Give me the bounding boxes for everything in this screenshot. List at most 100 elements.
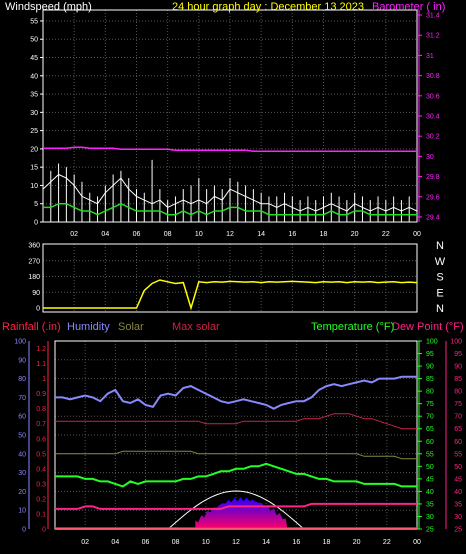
temperature-tick-label: 50 xyxy=(426,464,434,471)
dew-point-tick-label: 50 xyxy=(454,464,462,471)
windspeed-tick-label: 15 xyxy=(30,165,38,172)
rainfall-tick-label: 0.3 xyxy=(36,481,46,488)
time-tick-label: 08 xyxy=(164,231,172,238)
windspeed-tick-label: 20 xyxy=(30,146,38,153)
barometer-axis-title: Barometer ( in) xyxy=(372,1,445,13)
barometer-tick-label: 31 xyxy=(426,53,434,60)
dew-point-tick-label: 40 xyxy=(454,489,462,496)
max-solar-line xyxy=(55,413,417,430)
time-tick-label: 12 xyxy=(232,539,240,546)
temperature-tick-label: 55 xyxy=(426,451,434,458)
dew-point-tick-label: 90 xyxy=(454,364,462,371)
dew-point-tick-label: 45 xyxy=(454,476,462,483)
time-tick-label: 08 xyxy=(172,539,180,546)
windspeed-tick-label: 40 xyxy=(30,73,38,80)
time-tick-label: 00 xyxy=(413,231,421,238)
temperature-tick-label: 100 xyxy=(426,339,438,346)
average-wind-line xyxy=(43,202,417,216)
rainfall-tick-label: 0 xyxy=(42,527,46,534)
chart-title: 24 hour graph day : December 13 2023 xyxy=(172,1,364,13)
dew-point-tick-label: 85 xyxy=(454,376,462,383)
temperature-tick-label: 85 xyxy=(426,376,434,383)
time-tick-label: 16 xyxy=(288,231,296,238)
humidity-tick-label: 70 xyxy=(18,395,26,402)
barometer-line xyxy=(43,146,417,153)
panel3-humidity-axis: 0 10 20 30 40 50 60 70 80 90 100 xyxy=(14,339,30,534)
dew-point-line xyxy=(55,502,417,510)
dew-point-tick-label: 30 xyxy=(454,514,462,521)
barometer-tick-label: 30.6 xyxy=(426,93,440,100)
dew-point-tick-label: 65 xyxy=(454,426,462,433)
rainfall-tick-label: 0.6 xyxy=(36,436,46,443)
humidity-tick-label: 90 xyxy=(18,357,26,364)
temperature-tick-label: 25 xyxy=(426,527,434,534)
barometer-tick-label: 30.2 xyxy=(426,134,440,141)
time-tick-label: 06 xyxy=(133,231,141,238)
humidity-tick-label: 30 xyxy=(18,470,26,477)
time-tick-label: 10 xyxy=(195,231,203,238)
panel3-dew-axis: 25 30 35 40 45 50 55 60 65 70 75 80 85 90 95 100 xyxy=(445,339,462,534)
dew-point-tick-label: 100 xyxy=(450,339,462,346)
humidity-tick-label: 0 xyxy=(22,527,26,534)
humidity-tick-label: 100 xyxy=(14,339,26,346)
panel2-series xyxy=(43,279,418,311)
dew-point-tick-label: 25 xyxy=(454,527,462,534)
temperature-tick-label: 80 xyxy=(426,389,434,396)
humidity-tick-label: 20 xyxy=(18,489,26,496)
panel3-series xyxy=(55,375,417,529)
direction-tick-label: 180 xyxy=(28,274,40,281)
temperature-line xyxy=(55,462,417,488)
barometer-tick-label: 30 xyxy=(426,154,434,161)
rainfall-tick-label: 0.5 xyxy=(36,451,46,458)
rainfall-tick-label: 0.2 xyxy=(36,496,46,503)
time-tick-label: 10 xyxy=(202,539,210,546)
temperature-tick-label: 90 xyxy=(426,364,434,371)
time-tick-label: 20 xyxy=(351,231,359,238)
panel2-frame xyxy=(42,243,418,313)
compass-label: N xyxy=(436,240,444,252)
panel1-left-axis: 0 5 10 15 20 25 30 35 40 45 50 55 xyxy=(30,18,43,227)
rainfall-tick-label: 1.1 xyxy=(36,361,46,368)
windspeed-tick-label: 50 xyxy=(30,37,38,44)
barometer-tick-label: 30.8 xyxy=(426,73,440,80)
time-tick-label: 20 xyxy=(353,539,361,546)
time-tick-label: 00 xyxy=(413,539,421,546)
humidity-tick-label: 40 xyxy=(18,451,26,458)
time-tick-label: 16 xyxy=(292,539,300,546)
panel3-temperature-axis: 25 30 35 40 45 50 55 60 65 70 75 80 85 90 95 100 xyxy=(417,339,438,534)
panel2-grid xyxy=(43,244,417,312)
rainfall-tick-label: 0.7 xyxy=(36,421,46,428)
windspeed-line xyxy=(42,173,418,212)
theoretical-solar-curve xyxy=(167,490,305,530)
humidity-tick-label: 50 xyxy=(18,433,26,440)
time-tick-label: 14 xyxy=(262,539,270,546)
windspeed-tick-label: 25 xyxy=(30,128,38,135)
rainfall-tick-label: 1.2 xyxy=(36,346,46,353)
panel3-solar-fill xyxy=(167,490,305,530)
humidity-tick-label: 80 xyxy=(18,376,26,383)
windspeed-tick-label: 45 xyxy=(30,55,38,62)
windspeed-tick-label: 0 xyxy=(34,220,38,227)
temperature-tick-label: 45 xyxy=(426,476,434,483)
windspeed-tick-label: 5 xyxy=(34,201,38,208)
temperature-tick-label: 65 xyxy=(426,426,434,433)
time-tick-label: 14 xyxy=(257,231,265,238)
legend-max-solar: Max solar xyxy=(172,321,220,333)
compass-label: W xyxy=(435,256,446,268)
time-tick-label: 04 xyxy=(111,539,119,546)
time-tick-label: 22 xyxy=(382,231,390,238)
temperature-tick-label: 40 xyxy=(426,489,434,496)
time-tick-label: 02 xyxy=(81,539,89,546)
time-tick-label: 02 xyxy=(70,231,78,238)
time-tick-label: 12 xyxy=(226,231,234,238)
dew-point-tick-label: 55 xyxy=(454,451,462,458)
barometer-tick-label: 29.4 xyxy=(426,214,440,221)
panel3-x-axis: 02 04 06 08 10 12 14 16 18 20 22 00 xyxy=(81,539,421,546)
solar-radiation-fill xyxy=(195,496,288,529)
legend-humidity: Humidity xyxy=(67,321,110,333)
solar-line xyxy=(55,450,417,460)
humidity-line xyxy=(55,375,417,410)
panel3-frame xyxy=(54,340,418,530)
